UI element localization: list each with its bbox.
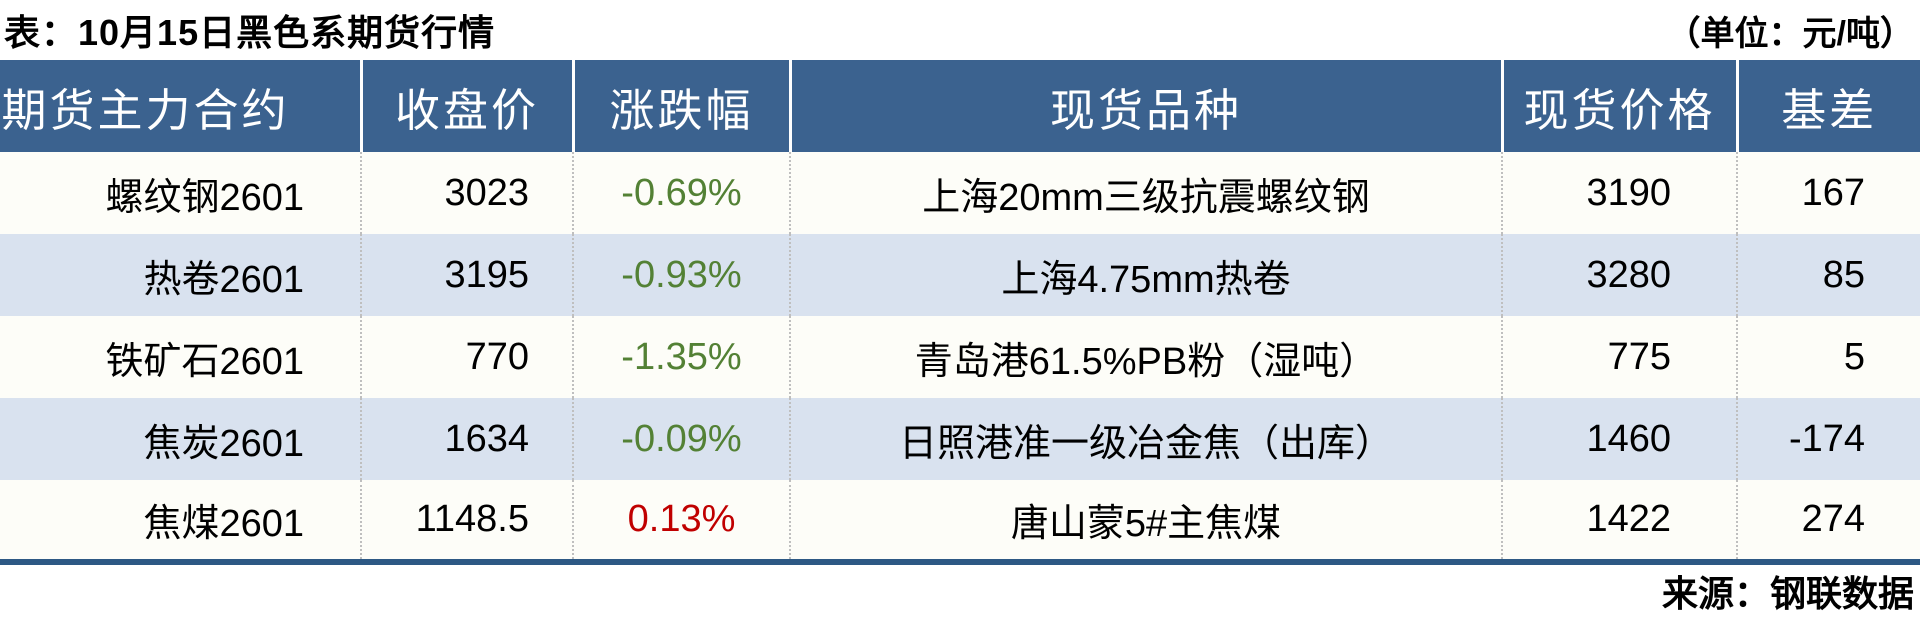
cell-basis: 274 xyxy=(1736,480,1920,562)
cell-change: -1.35% xyxy=(572,316,790,398)
cell-spot: 上海4.75mm热卷 xyxy=(789,234,1502,316)
cell-contract: 螺纹钢2601 xyxy=(0,152,361,234)
source-label: 来源：钢联数据 xyxy=(1661,573,1914,614)
header-cell-spot: 现货品种 xyxy=(788,60,1502,152)
cell-close: 1634 xyxy=(360,398,573,480)
table-row: 铁矿石2601 770 -1.35% 青岛港61.5%PB粉（湿吨） 775 5 xyxy=(0,316,1920,398)
cell-spot-price: 3280 xyxy=(1501,234,1737,316)
cell-close: 770 xyxy=(360,316,573,398)
bottom-bar: 来源：钢联数据 xyxy=(0,565,1920,617)
cell-spot-price: 775 xyxy=(1501,316,1737,398)
cell-change: -0.93% xyxy=(572,234,790,316)
cell-basis: -174 xyxy=(1736,398,1920,480)
cell-close: 3195 xyxy=(360,234,573,316)
cell-spot-price: 1422 xyxy=(1501,480,1737,562)
cell-change: -0.09% xyxy=(572,398,790,480)
cell-spot-price: 3190 xyxy=(1501,152,1737,234)
table-row: 热卷2601 3195 -0.93% 上海4.75mm热卷 3280 85 xyxy=(0,234,1920,316)
table-row: 焦煤2601 1148.5 0.13% 唐山蒙5#主焦煤 1422 274 xyxy=(0,480,1920,562)
cell-close: 3023 xyxy=(360,152,573,234)
cell-spot: 上海20mm三级抗震螺纹钢 xyxy=(789,152,1502,234)
top-bar: 表：10月15日黑色系期货行情 （单位：元/吨） xyxy=(0,0,1920,60)
header-cell-basis: 基差 xyxy=(1735,60,1920,152)
cell-spot-price: 1460 xyxy=(1501,398,1737,480)
cell-close: 1148.5 xyxy=(360,480,573,562)
header-cell-spot-price: 现货价格 xyxy=(1500,60,1737,152)
cell-contract: 焦煤2601 xyxy=(0,480,361,562)
cell-contract: 铁矿石2601 xyxy=(0,316,361,398)
cell-spot: 日照港准一级冶金焦（出库） xyxy=(789,398,1502,480)
cell-change: 0.13% xyxy=(572,480,790,562)
cell-contract: 热卷2601 xyxy=(0,234,361,316)
header-cell-change: 涨跌幅 xyxy=(571,60,790,152)
header-row: 期货主力合约 收盘价 涨跌幅 现货品种 现货价格 基差 xyxy=(0,60,1920,152)
header-cell-contract: 期货主力合约 xyxy=(0,60,361,152)
cell-basis: 85 xyxy=(1736,234,1920,316)
futures-table: 期货主力合约 收盘价 涨跌幅 现货品种 现货价格 基差 螺纹钢2601 3023… xyxy=(0,60,1920,565)
cell-basis: 5 xyxy=(1736,316,1920,398)
page-title: 表：10月15日黑色系期货行情 xyxy=(4,12,496,53)
cell-spot: 青岛港61.5%PB粉（湿吨） xyxy=(789,316,1502,398)
table-row: 焦炭2601 1634 -0.09% 日照港准一级冶金焦（出库） 1460 -1… xyxy=(0,398,1920,480)
cell-basis: 167 xyxy=(1736,152,1920,234)
table-row: 螺纹钢2601 3023 -0.69% 上海20mm三级抗震螺纹钢 3190 1… xyxy=(0,152,1920,234)
cell-change: -0.69% xyxy=(572,152,790,234)
header-cell-close: 收盘价 xyxy=(359,60,573,152)
unit-label: （单位：元/吨） xyxy=(1666,14,1914,53)
cell-contract: 焦炭2601 xyxy=(0,398,361,480)
cell-spot: 唐山蒙5#主焦煤 xyxy=(789,480,1502,562)
